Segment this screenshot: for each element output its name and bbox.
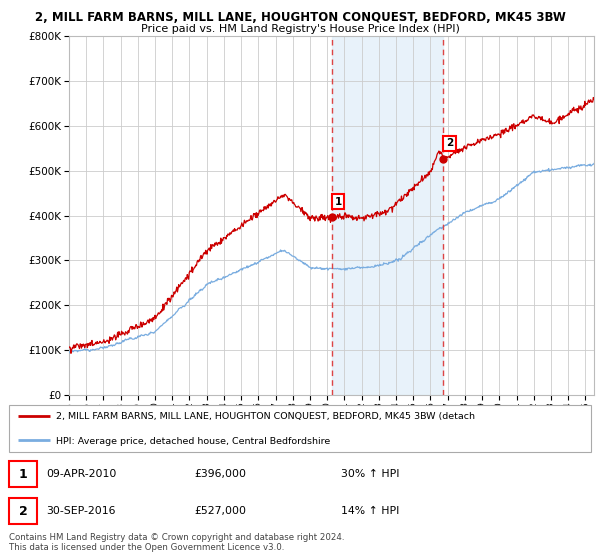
Text: 2: 2 (19, 505, 28, 518)
Text: £396,000: £396,000 (194, 469, 246, 479)
Bar (332, 36, 443, 395)
Text: 2, MILL FARM BARNS, MILL LANE, HOUGHTON CONQUEST, BEDFORD, MK45 3BW: 2, MILL FARM BARNS, MILL LANE, HOUGHTON … (35, 11, 565, 24)
FancyBboxPatch shape (9, 498, 37, 524)
Text: 14% ↑ HPI: 14% ↑ HPI (341, 506, 400, 516)
Text: 2, MILL FARM BARNS, MILL LANE, HOUGHTON CONQUEST, BEDFORD, MK45 3BW (detach: 2, MILL FARM BARNS, MILL LANE, HOUGHTON … (56, 412, 475, 421)
FancyBboxPatch shape (9, 405, 591, 451)
Text: 09-APR-2010: 09-APR-2010 (46, 469, 116, 479)
Text: This data is licensed under the Open Government Licence v3.0.: This data is licensed under the Open Gov… (9, 543, 284, 552)
Text: 1: 1 (334, 197, 341, 207)
Text: 1: 1 (19, 468, 28, 480)
Text: £527,000: £527,000 (194, 506, 246, 516)
Text: 2: 2 (446, 138, 453, 148)
Text: HPI: Average price, detached house, Central Bedfordshire: HPI: Average price, detached house, Cent… (56, 436, 330, 446)
Text: 30-SEP-2016: 30-SEP-2016 (46, 506, 115, 516)
FancyBboxPatch shape (9, 461, 37, 487)
Text: Price paid vs. HM Land Registry's House Price Index (HPI): Price paid vs. HM Land Registry's House … (140, 24, 460, 34)
Text: 30% ↑ HPI: 30% ↑ HPI (341, 469, 400, 479)
Text: Contains HM Land Registry data © Crown copyright and database right 2024.: Contains HM Land Registry data © Crown c… (9, 533, 344, 542)
